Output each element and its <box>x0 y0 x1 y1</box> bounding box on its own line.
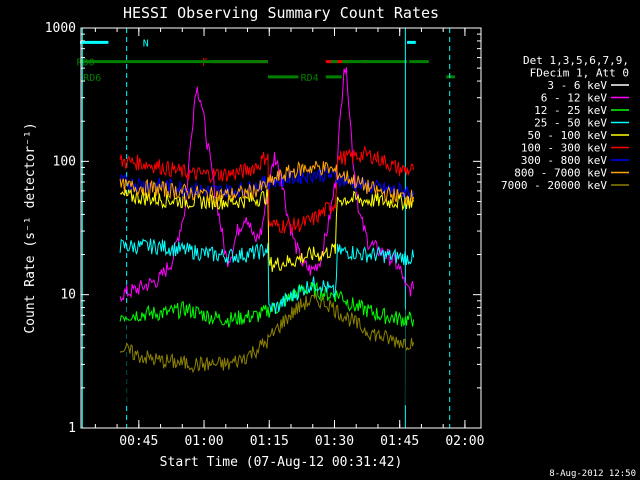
series-line-3 <box>119 238 415 314</box>
legend: Det 1,3,5,6,7,9,FDecim 1, Att 03 - 6 keV… <box>501 54 629 192</box>
series-line-0 <box>120 72 414 405</box>
plot-frame <box>80 27 482 429</box>
chart-title: HESSI Observing Summary Count Rates <box>123 4 439 22</box>
series-line-2 <box>119 281 415 328</box>
x-tick-label: 01:30 <box>315 434 354 449</box>
plot-axes <box>80 27 482 429</box>
legend-header: FDecim 1, Att 0 <box>530 67 629 80</box>
legend-label: 300 - 800 keV <box>521 154 607 167</box>
series-line-4 <box>119 188 415 272</box>
y-tick-label: 100 <box>53 154 76 169</box>
legend-label: 50 - 100 keV <box>528 129 608 142</box>
series-lines <box>119 67 415 405</box>
y-tick-label: 10 <box>60 288 76 303</box>
flag-label-rd6: RD6 <box>83 73 101 84</box>
flag-label-n: N <box>143 38 149 49</box>
legend-label: 25 - 50 keV <box>534 117 607 130</box>
observing-flags: NFRD0RD4RD6 <box>77 38 455 84</box>
legend-label: 6 - 12 keV <box>541 92 608 105</box>
y-tick-label: 1000 <box>45 21 76 36</box>
legend-label: 100 - 300 keV <box>521 142 607 155</box>
series-line-8 <box>119 292 415 374</box>
legend-header: Det 1,3,5,6,7,9, <box>523 54 629 67</box>
y-tick-label: 1 <box>68 421 76 436</box>
x-tick-label: 01:45 <box>380 434 419 449</box>
x-tick-label: 00:45 <box>119 434 158 449</box>
flag-label-rd4: RD4 <box>301 73 319 84</box>
x-tick-label: 01:15 <box>250 434 289 449</box>
y-axis-label: Count Rate (s⁻¹ detector⁻¹) <box>23 122 38 333</box>
legend-label: 7000 - 20000 keV <box>501 179 607 192</box>
y-axis-ticks: 1 10 100 1000 <box>45 21 481 436</box>
series-line-7 <box>119 160 415 206</box>
x-tick-label: 02:00 <box>445 434 484 449</box>
x-tick-label: 01:00 <box>184 434 223 449</box>
series-line-5 <box>119 145 415 234</box>
legend-label: 3 - 6 keV <box>547 79 607 92</box>
flag-label-rd0: RD0 <box>77 58 95 69</box>
legend-label: 800 - 7000 keV <box>514 167 607 180</box>
legend-label: 12 - 25 keV <box>534 104 607 117</box>
x-axis-ticks: 00:45 01:00 01:15 01:30 01:45 02:00 <box>94 28 484 449</box>
footer-timestamp: 8-Aug-2012 12:50 <box>549 469 636 479</box>
series-line-1 <box>119 67 415 303</box>
x-axis-label: Start Time (07-Aug-12 00:31:42) <box>160 455 403 470</box>
